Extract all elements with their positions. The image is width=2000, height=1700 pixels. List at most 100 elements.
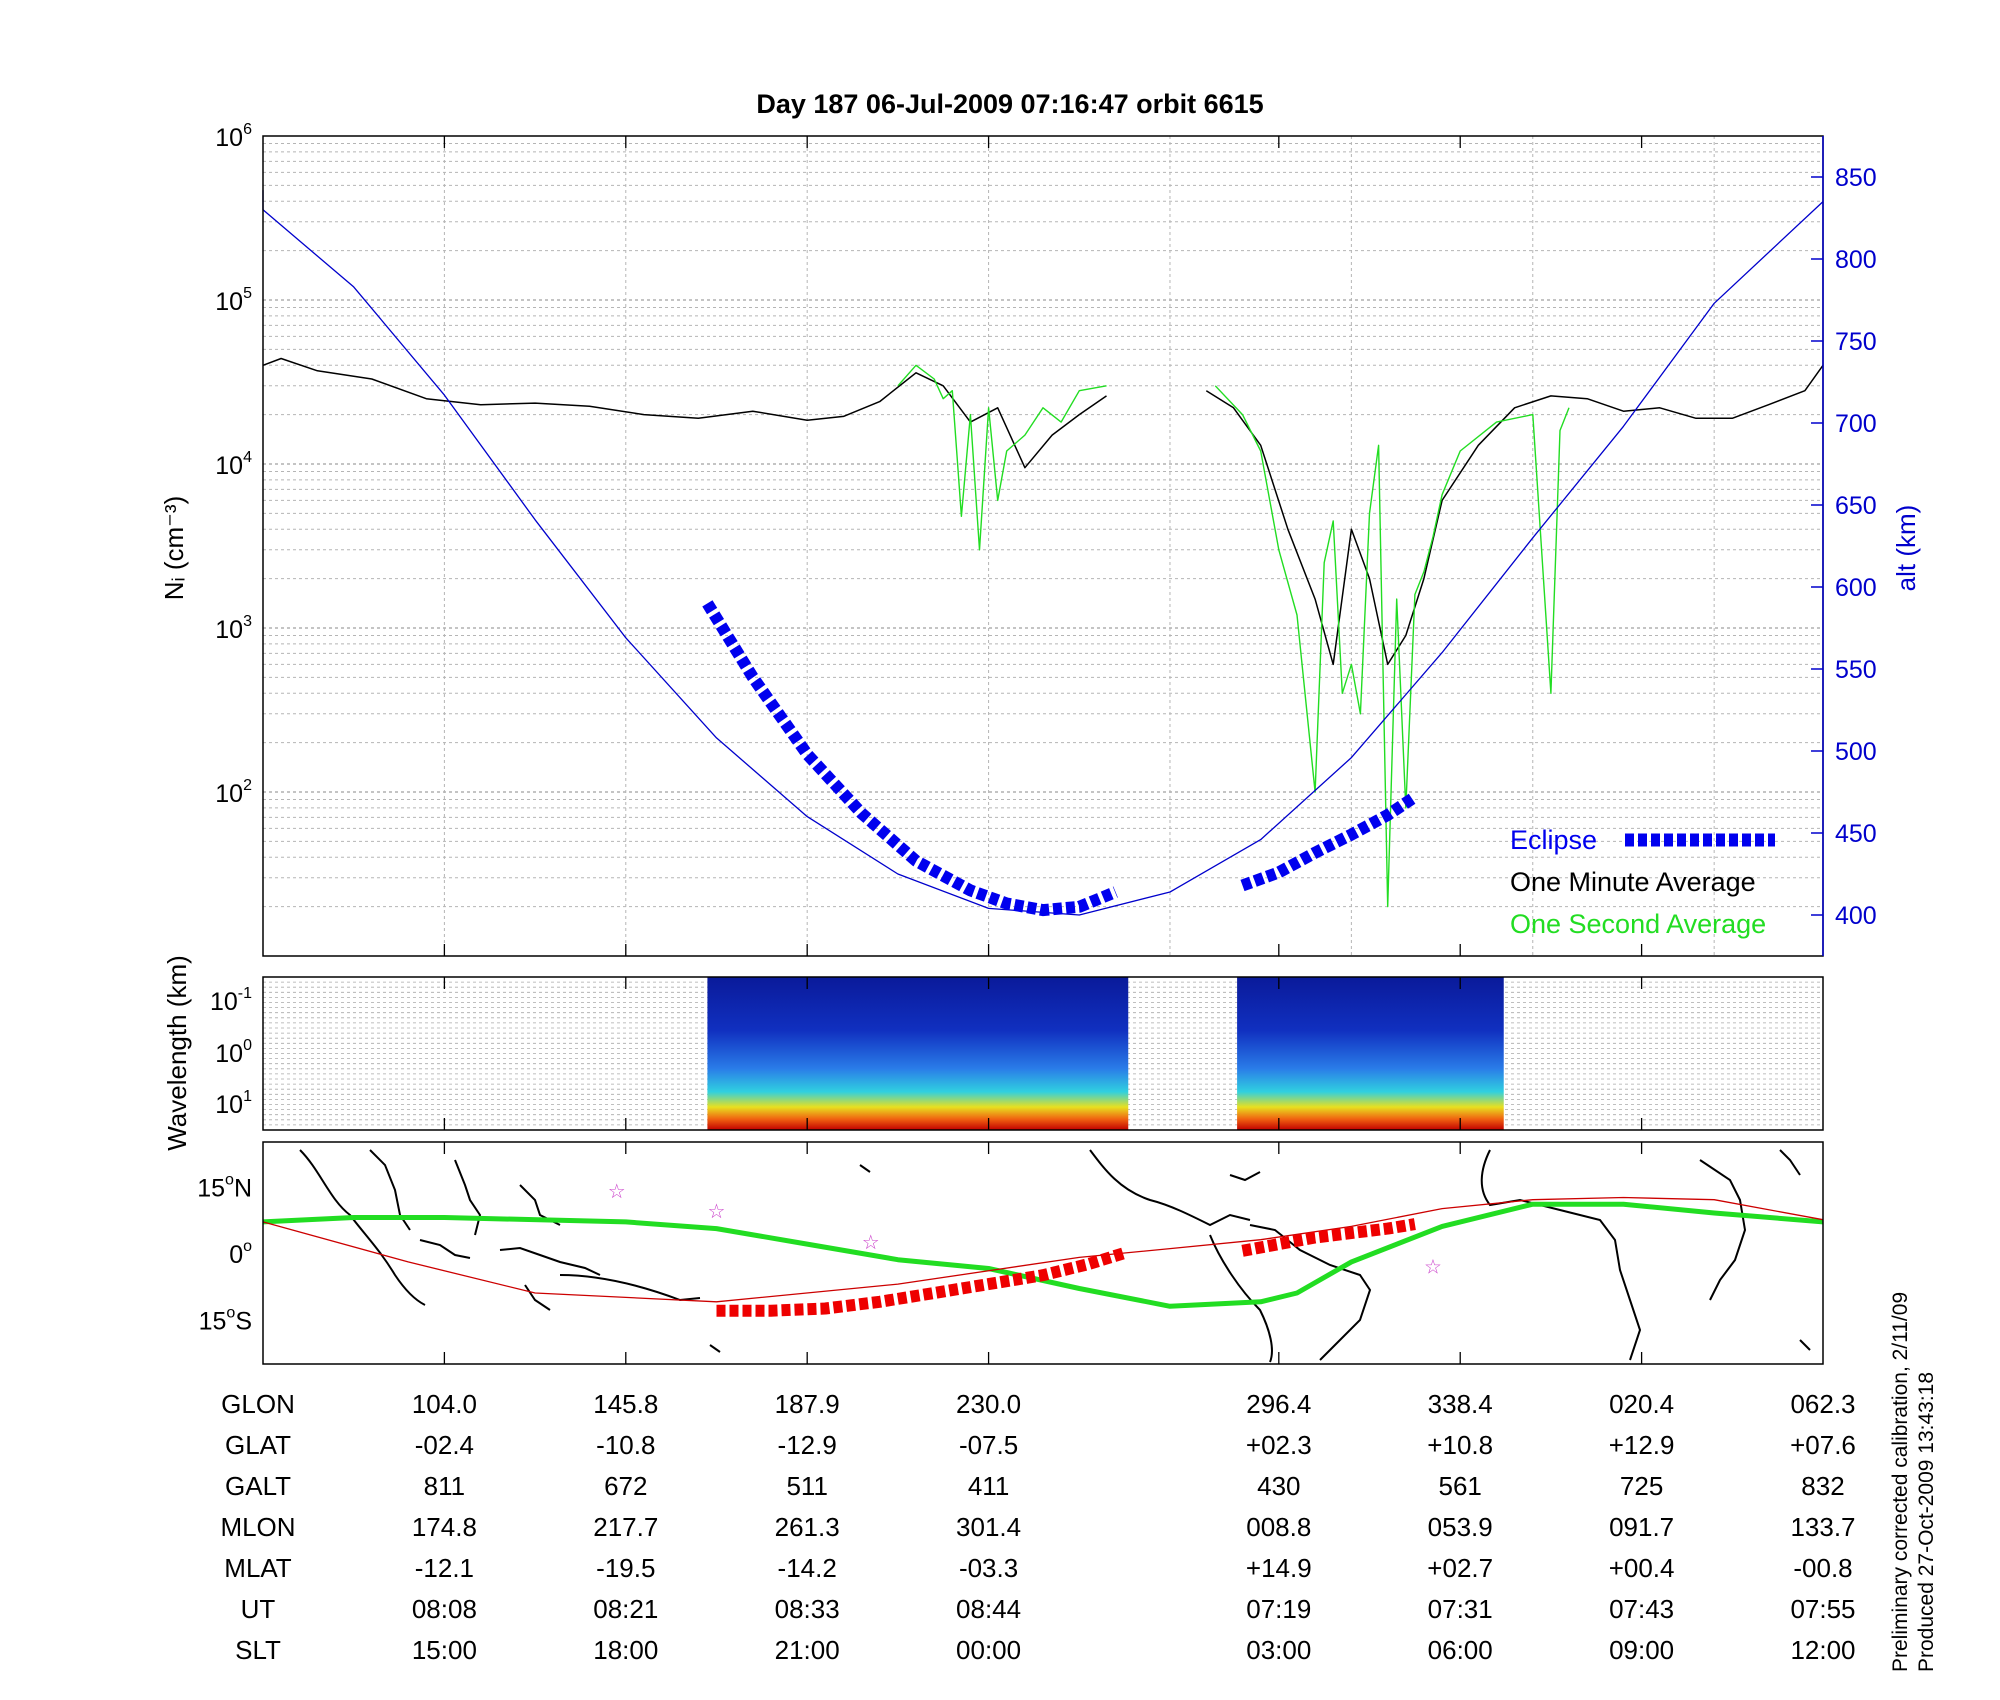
table-cell: 008.8 bbox=[1246, 1512, 1311, 1542]
eclipse-segment bbox=[702, 600, 1118, 917]
map-y-tick-label: 15oS bbox=[199, 1305, 252, 1336]
table-cell: 301.4 bbox=[956, 1512, 1021, 1542]
altitude-y-ticks: 400 450 500 550 600 650 700 750 800 850 bbox=[1811, 164, 1877, 930]
table-cell: -00.8 bbox=[1793, 1553, 1852, 1583]
map-y-tick-label: 15oN bbox=[197, 1171, 252, 1202]
map-y-tick-label: 0o bbox=[229, 1238, 252, 1269]
table-cell: +14.9 bbox=[1246, 1553, 1312, 1583]
table-cell: -03.3 bbox=[959, 1553, 1018, 1583]
table-cell: 00:00 bbox=[956, 1635, 1021, 1665]
table-cell: 296.4 bbox=[1246, 1389, 1311, 1419]
map-panel: ☆ ☆ ☆ ☆ 15oN 0o 15oS bbox=[197, 1141, 1824, 1365]
table-cell: +07.6 bbox=[1790, 1430, 1856, 1460]
orbit-table: GLON GLAT GALT MLON MLAT UT SLT 104.0 -02.4 811 17… bbox=[220, 1389, 1855, 1665]
table-cell: +10.8 bbox=[1427, 1430, 1493, 1460]
table-row-label: MLAT bbox=[224, 1553, 292, 1583]
map-y-ticks: 15oN 0o 15oS bbox=[197, 1171, 252, 1335]
table-cell: 09:00 bbox=[1609, 1635, 1674, 1665]
figure-title: Day 187 06-Jul-2009 07:16:47 orbit 6615 bbox=[756, 89, 1263, 119]
density-y-tick-label: 103 bbox=[215, 613, 252, 644]
table-cell: 06:00 bbox=[1428, 1635, 1493, 1665]
table-cell: +00.4 bbox=[1609, 1553, 1675, 1583]
star-icon: ☆ bbox=[862, 1232, 880, 1254]
coastlines bbox=[299, 1149, 1811, 1363]
eclipse-ground-segment bbox=[716, 1247, 1127, 1317]
map-tracks: ☆ ☆ ☆ ☆ bbox=[262, 1181, 1824, 1317]
density-y-tick-label: 104 bbox=[215, 449, 252, 480]
table-cell: 104.0 bbox=[412, 1389, 477, 1419]
table-row-label: SLT bbox=[235, 1635, 281, 1665]
magnetic-equator bbox=[262, 1196, 1824, 1303]
density-y-label: Nᵢ (cm⁻³) bbox=[159, 496, 189, 600]
ground-track bbox=[262, 1201, 1824, 1309]
density-y-tick-label: 102 bbox=[215, 777, 252, 808]
density-grid bbox=[263, 136, 1823, 957]
table-cell: 561 bbox=[1439, 1471, 1482, 1501]
table-cell: +12.9 bbox=[1609, 1430, 1675, 1460]
table-cell: -12.9 bbox=[778, 1430, 837, 1460]
eclipse-ground-segment bbox=[1241, 1218, 1416, 1257]
table-cell: 091.7 bbox=[1609, 1512, 1674, 1542]
table-row-label: GLAT bbox=[225, 1430, 291, 1460]
star-icon: ☆ bbox=[608, 1181, 626, 1203]
spectrogram-y-label: Wavelength (km) bbox=[162, 955, 192, 1151]
spectrogram-segment bbox=[707, 977, 1129, 1130]
spectrogram-y-ticks: 10-1 100 101 bbox=[210, 985, 252, 1119]
altitude-tick-label: 800 bbox=[1835, 246, 1877, 274]
table-cell: -14.2 bbox=[778, 1553, 837, 1583]
table-cell: 230.0 bbox=[956, 1389, 1021, 1419]
table-cell: 430 bbox=[1257, 1471, 1300, 1501]
table-cell: -07.5 bbox=[959, 1430, 1018, 1460]
table-cell: +02.7 bbox=[1427, 1553, 1493, 1583]
spectrogram-segments bbox=[707, 977, 1504, 1130]
table-cell: 174.8 bbox=[412, 1512, 477, 1542]
table-cell: 15:00 bbox=[412, 1635, 477, 1665]
altitude-tick-label: 700 bbox=[1835, 410, 1877, 438]
table-cell: -10.8 bbox=[596, 1430, 655, 1460]
table-cell: 03:00 bbox=[1246, 1635, 1311, 1665]
table-cell: 053.9 bbox=[1428, 1512, 1493, 1542]
table-cell: +02.3 bbox=[1246, 1430, 1312, 1460]
table-cell: 411 bbox=[968, 1471, 1009, 1501]
spectrogram-frame bbox=[262, 976, 1824, 1131]
table-row-label: GLON bbox=[221, 1389, 295, 1419]
altitude-tick-label: 400 bbox=[1835, 902, 1877, 930]
density-y-tick-label: 105 bbox=[215, 285, 252, 316]
spectrogram-panel: 10-1 100 101 Wavelength (km) bbox=[162, 955, 1824, 1151]
table-cell: 08:21 bbox=[593, 1594, 658, 1624]
table-cell: 672 bbox=[604, 1471, 647, 1501]
table-row-label: MLON bbox=[220, 1512, 295, 1542]
table-cell: 145.8 bbox=[593, 1389, 658, 1419]
eclipse-segment bbox=[1240, 791, 1419, 892]
altitude-tick-label: 750 bbox=[1835, 328, 1877, 356]
table-cell: 07:31 bbox=[1428, 1594, 1493, 1624]
altitude-tick-label: 650 bbox=[1835, 492, 1877, 520]
one-second-series bbox=[897, 364, 1107, 551]
table-cell: 21:00 bbox=[775, 1635, 840, 1665]
spectrogram-segment bbox=[1237, 977, 1504, 1130]
star-icon: ☆ bbox=[708, 1201, 726, 1223]
table-cell: 08:44 bbox=[956, 1594, 1021, 1624]
spectrogram-y-tick-label: 10-1 bbox=[210, 985, 252, 1016]
table-cell: 511 bbox=[786, 1471, 827, 1501]
table-cell: 133.7 bbox=[1790, 1512, 1855, 1542]
table-cell: 07:19 bbox=[1246, 1594, 1311, 1624]
density-y-ticks: 102 103 104 105 106 bbox=[215, 121, 252, 808]
table-cell: 217.7 bbox=[593, 1512, 658, 1542]
table-cell: 062.3 bbox=[1790, 1389, 1855, 1419]
table-cell: 020.4 bbox=[1609, 1389, 1674, 1419]
table-cell: 12:00 bbox=[1790, 1635, 1855, 1665]
footer-produced: Produced 27-Oct-2009 13:43:18 bbox=[1915, 1372, 1938, 1672]
density-panel: 102 103 104 105 106 400 450 500 550 600 650 700 750… bbox=[159, 121, 1921, 957]
one-minute-series bbox=[262, 357, 1107, 469]
altitude-tick-label: 600 bbox=[1835, 574, 1877, 602]
altitude-curve bbox=[262, 190, 1824, 916]
altitude-tick-label: 850 bbox=[1835, 164, 1877, 192]
legend-one-second: One Second Average bbox=[1510, 909, 1766, 939]
map-frame bbox=[262, 1141, 1824, 1365]
one-second-series bbox=[1214, 385, 1570, 908]
legend: Eclipse One Minute Average One Second Av… bbox=[1510, 825, 1775, 939]
table-cell: 07:55 bbox=[1790, 1594, 1855, 1624]
x-ticks bbox=[443, 136, 1643, 1364]
table-cell: 08:08 bbox=[412, 1594, 477, 1624]
